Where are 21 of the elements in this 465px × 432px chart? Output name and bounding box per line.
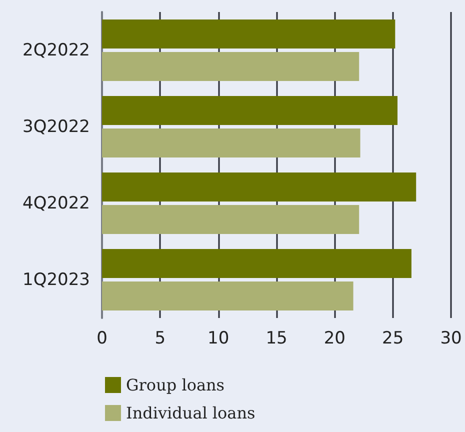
y-tick-label: 1Q2023 — [22, 270, 90, 290]
legend-label: Individual loans — [126, 404, 256, 422]
y-tick-label: 4Q2022 — [22, 193, 90, 214]
x-tick-label: 5 — [154, 328, 166, 348]
x-tick-label: 20 — [324, 328, 346, 348]
legend-label: Group loans — [126, 376, 224, 394]
x-tick-label: 10 — [208, 328, 230, 348]
bar — [102, 128, 360, 158]
y-tick-label: 2Q2022 — [22, 40, 90, 60]
y-tick-label: 3Q2022 — [22, 116, 90, 137]
bar — [102, 20, 396, 49]
bar — [102, 172, 416, 202]
bar — [102, 249, 412, 278]
x-tick-label: 25 — [382, 328, 404, 348]
bar — [102, 96, 398, 126]
bar — [102, 204, 360, 234]
x-tick-label: 30 — [440, 328, 462, 348]
bar — [102, 281, 354, 310]
x-tick-label: 15 — [266, 328, 288, 348]
x-tick-label: 0 — [96, 328, 108, 348]
bar — [102, 52, 360, 81]
